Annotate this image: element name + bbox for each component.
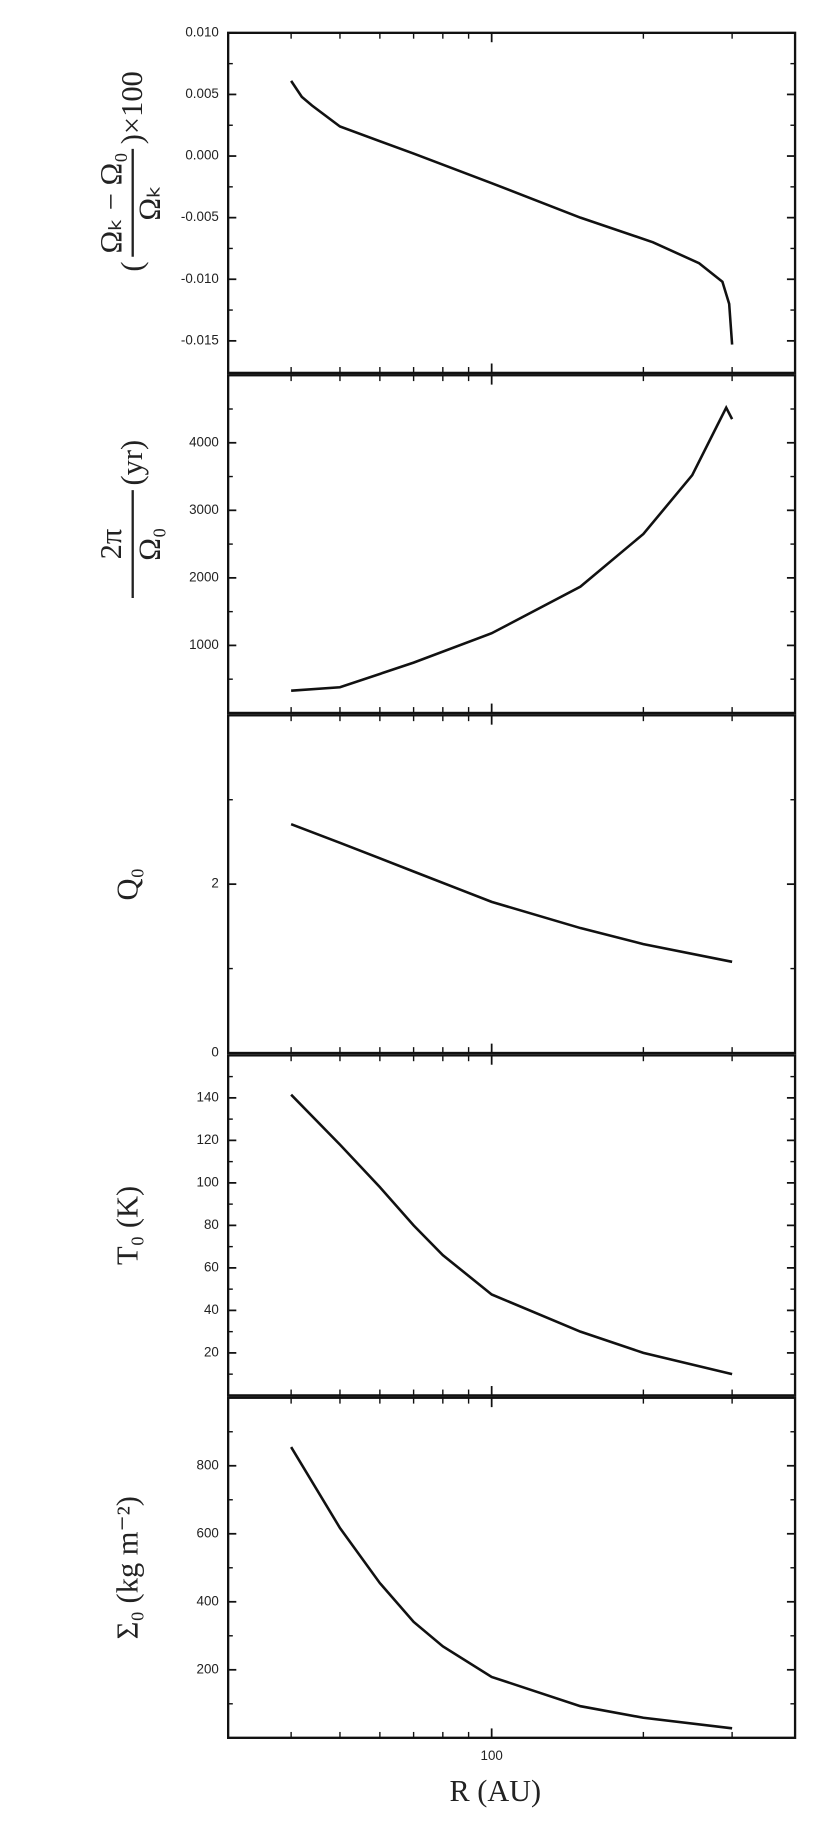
y-tick-label: 200 — [197, 1661, 219, 1676]
y-tick-label: 0.010 — [185, 24, 218, 39]
plot-frame — [226, 1396, 797, 1739]
y-label-numerator: Ωₖ − Ω₀ — [94, 152, 128, 253]
y-tick-label: -0.015 — [181, 332, 219, 347]
y-axis-label-text: T₀ (K) — [110, 1186, 144, 1265]
data-line — [290, 1093, 733, 1376]
y-tick-label: 800 — [197, 1457, 219, 1472]
plot-frame — [226, 1054, 797, 1397]
y-tick-label: 3000 — [189, 502, 219, 517]
y-axis-label-text: Σ₀ (kg m⁻²) — [110, 1496, 144, 1639]
y-axis-label: Ωₖ − Ω₀ Ωₖ ( )×100 — [94, 71, 166, 271]
y-label-denominator: Ω₀ — [133, 527, 167, 560]
y-tick-label: 2 — [211, 876, 218, 891]
y-tick-label: 60 — [204, 1259, 219, 1274]
y-tick-label: -0.005 — [181, 209, 219, 224]
y-axis-label-text: Q₀ — [110, 868, 144, 901]
data-line — [290, 822, 733, 964]
y-axis-label: Σ₀ (kg m⁻²) — [110, 1496, 144, 1639]
y-tick-label: 20 — [204, 1344, 219, 1359]
y-tick-label: 0 — [211, 1045, 218, 1060]
x-tick-label: 100 — [481, 1748, 503, 1763]
x-axis-label: R (AU) — [450, 1774, 542, 1808]
data-line — [290, 80, 734, 345]
y-axis-label: T₀ (K) — [110, 1186, 144, 1265]
y-tick-label: 140 — [197, 1089, 219, 1104]
y-tick-label: 0.000 — [185, 148, 218, 163]
y-tick-label: 0.005 — [185, 86, 218, 101]
plot-frame — [226, 714, 797, 1055]
y-label-prefix: ( — [115, 261, 149, 271]
y-tick-label: 600 — [197, 1525, 219, 1540]
y-tick-label: 80 — [204, 1217, 219, 1232]
y-axis-label: 2π Ω₀ (yr) — [94, 440, 167, 599]
y-label-suffix: (yr) — [115, 440, 149, 486]
y-axis-label: Q₀ — [110, 868, 144, 901]
y-tick-label: 1000 — [189, 637, 219, 652]
plot-frame — [226, 31, 797, 375]
y-label-numerator: 2π — [94, 529, 128, 560]
y-tick-label: 2000 — [189, 569, 219, 584]
y-tick-label: 4000 — [189, 434, 219, 449]
y-tick-label: 100 — [197, 1174, 219, 1189]
data-line — [290, 1446, 733, 1730]
y-tick-label: 40 — [204, 1302, 219, 1317]
y-tick-label: 400 — [197, 1593, 219, 1608]
y-label-suffix: )×100 — [115, 71, 149, 144]
y-label-denominator: Ωₖ — [133, 185, 167, 221]
y-tick-label: -0.010 — [181, 271, 219, 286]
data-line — [291, 404, 734, 692]
plot-frame — [226, 374, 797, 715]
y-tick-label: 120 — [197, 1132, 219, 1147]
